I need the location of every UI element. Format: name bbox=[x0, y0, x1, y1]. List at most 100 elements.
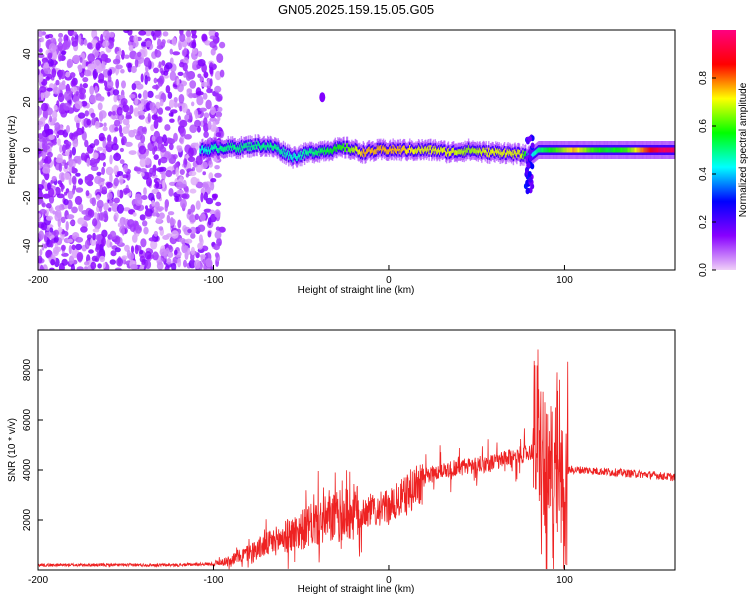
noise-blob bbox=[201, 81, 208, 88]
signal-core bbox=[450, 150, 452, 156]
signal-core bbox=[602, 147, 604, 153]
noise-blob bbox=[71, 146, 76, 156]
noise-blob bbox=[217, 116, 221, 122]
noise-blob bbox=[63, 90, 72, 101]
noise-blob bbox=[156, 191, 162, 200]
noise-blob bbox=[164, 106, 171, 111]
signal-core bbox=[218, 147, 221, 153]
noise-blob bbox=[144, 75, 148, 85]
signal-core bbox=[315, 149, 317, 155]
noise-blob bbox=[97, 263, 102, 269]
noise-blob bbox=[68, 158, 74, 167]
signal-core bbox=[392, 144, 394, 150]
signal-core bbox=[259, 143, 261, 149]
signal-core bbox=[202, 145, 204, 151]
signal-core bbox=[489, 152, 491, 158]
signal-core bbox=[383, 147, 386, 153]
signal-core bbox=[261, 144, 264, 150]
signal-core bbox=[402, 146, 404, 152]
noise-blob bbox=[208, 159, 212, 165]
noise-blob bbox=[84, 239, 90, 250]
noise-blob bbox=[203, 191, 208, 201]
signal-core bbox=[446, 151, 448, 157]
noise-blob bbox=[156, 167, 164, 173]
noise-blob bbox=[217, 106, 223, 113]
signal-core bbox=[323, 150, 325, 155]
noise-blob bbox=[141, 41, 147, 47]
noise-blob bbox=[101, 229, 108, 238]
x-tick-label: -200 bbox=[28, 575, 48, 586]
signal-core bbox=[350, 148, 352, 154]
signal-core bbox=[667, 147, 669, 153]
noise-blob bbox=[185, 71, 192, 81]
signal-core bbox=[493, 150, 495, 156]
signal-core bbox=[356, 146, 358, 152]
noise-blob bbox=[178, 237, 186, 243]
noise-blob bbox=[78, 178, 83, 185]
noise-blob bbox=[197, 50, 203, 58]
noise-blob bbox=[203, 71, 209, 79]
noise-blob bbox=[151, 200, 156, 207]
noise-blob bbox=[166, 233, 173, 238]
noise-blob bbox=[116, 203, 124, 214]
signal-core bbox=[567, 147, 569, 153]
noise-blob bbox=[38, 124, 42, 131]
signal-core bbox=[217, 147, 219, 153]
noise-blob bbox=[218, 226, 226, 233]
noise-blob bbox=[67, 30, 75, 37]
signal-core bbox=[455, 149, 457, 155]
noise-blob bbox=[171, 37, 177, 46]
noise-blob bbox=[134, 97, 139, 106]
signal-core bbox=[503, 148, 506, 154]
signal-core bbox=[574, 147, 576, 153]
noise-blob bbox=[65, 143, 70, 150]
noise-blob bbox=[47, 58, 54, 67]
noise-blob bbox=[145, 40, 152, 48]
noise-blob bbox=[86, 118, 91, 126]
noise-blob bbox=[79, 57, 83, 63]
noise-blob bbox=[98, 132, 105, 142]
noise-blob bbox=[84, 139, 89, 148]
noise-blob bbox=[189, 124, 198, 133]
noise-blob bbox=[45, 203, 52, 209]
noise-blob bbox=[88, 249, 94, 254]
noise-blob bbox=[171, 262, 177, 270]
signal-core bbox=[310, 148, 313, 154]
noise-blob bbox=[104, 80, 108, 87]
signal-core bbox=[459, 149, 461, 155]
noise-blob bbox=[134, 58, 139, 68]
noise-blob bbox=[115, 78, 120, 89]
noise-blob bbox=[51, 110, 58, 120]
signal-core bbox=[204, 146, 207, 152]
signal-core bbox=[211, 145, 214, 150]
signal-core bbox=[575, 147, 578, 153]
signal-core bbox=[617, 147, 619, 153]
signal-core bbox=[668, 147, 671, 153]
signal-core bbox=[473, 148, 475, 154]
signal-core bbox=[580, 147, 582, 153]
signal-core bbox=[364, 152, 366, 158]
noise-blob bbox=[80, 226, 88, 233]
noise-blob bbox=[169, 71, 177, 81]
signal-core bbox=[437, 148, 439, 154]
noise-blob bbox=[213, 38, 220, 43]
noise-blob bbox=[92, 232, 96, 241]
signal-core bbox=[439, 147, 442, 153]
noise-blob bbox=[178, 94, 185, 104]
signal-core bbox=[397, 146, 400, 152]
noise-blob bbox=[134, 197, 143, 206]
noise-blob bbox=[89, 94, 97, 104]
noise-blob bbox=[70, 79, 77, 88]
noise-blob bbox=[85, 190, 90, 197]
noise-blob bbox=[142, 90, 148, 100]
noise-blob bbox=[202, 171, 206, 176]
noise-blob bbox=[169, 48, 173, 55]
noise-blob bbox=[123, 164, 128, 173]
signal-core bbox=[591, 147, 593, 153]
noise-blob bbox=[41, 102, 48, 112]
noise-blob bbox=[137, 110, 145, 116]
signal-core bbox=[394, 146, 396, 152]
noise-blob bbox=[134, 244, 139, 255]
noise-blob bbox=[147, 90, 154, 98]
signal-core bbox=[447, 147, 450, 153]
